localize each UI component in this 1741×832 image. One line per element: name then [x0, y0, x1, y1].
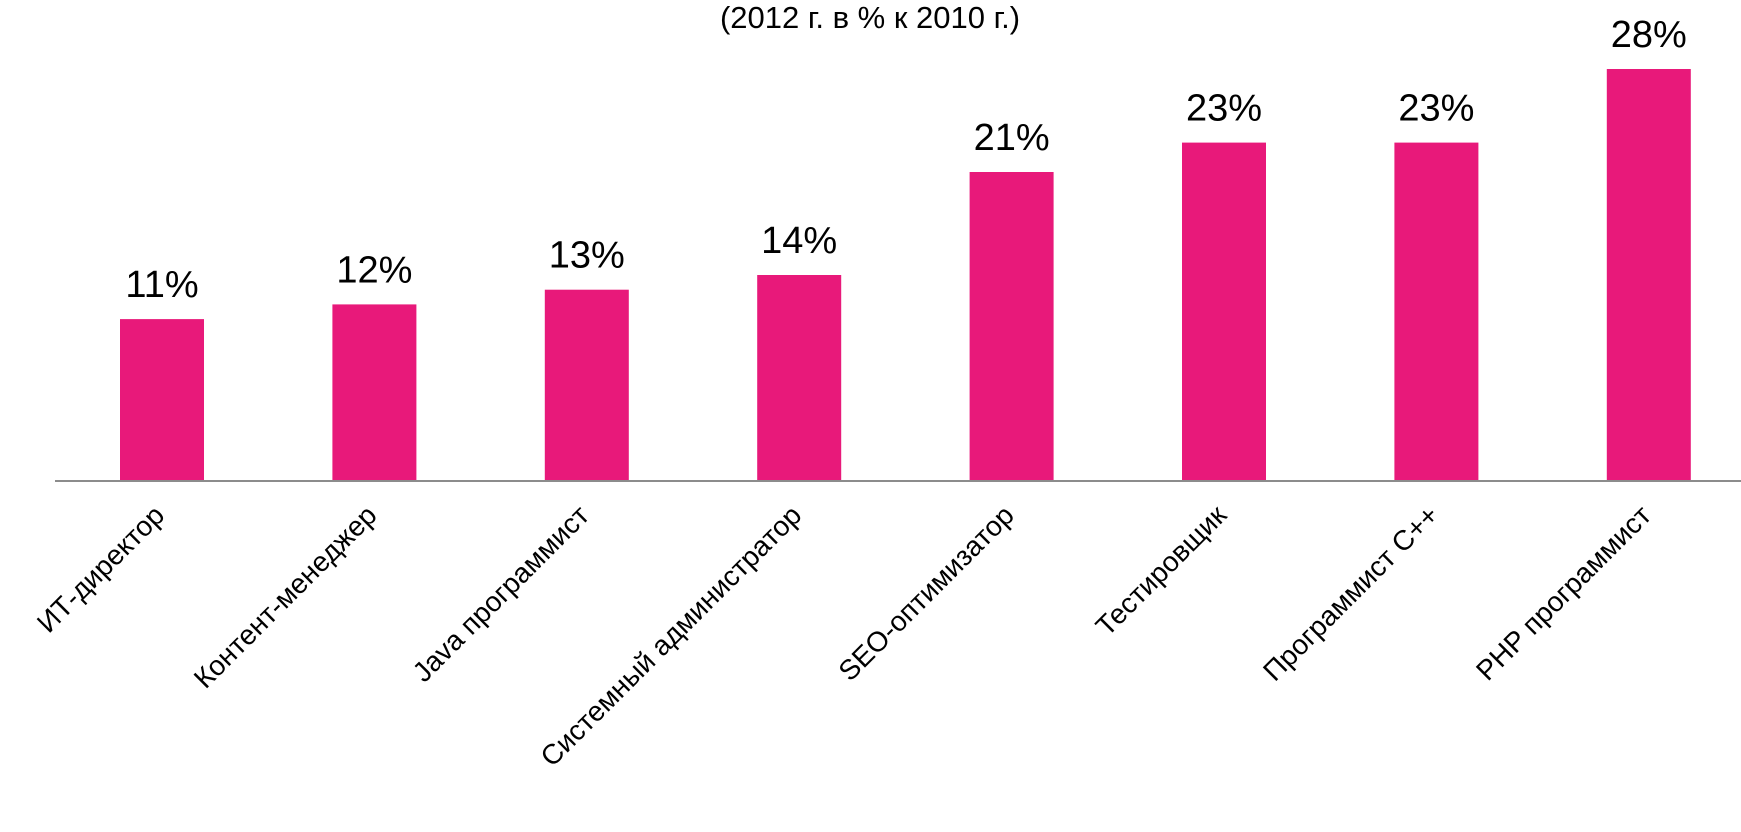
value-label-8: 28%: [1611, 14, 1687, 56]
bar-3: [544, 289, 629, 481]
bar-1: [120, 319, 204, 481]
bar-2: [332, 304, 417, 481]
category-label-7: Программист С++: [1257, 499, 1445, 687]
bar-7: [1394, 142, 1479, 481]
value-label-3: 13%: [549, 235, 625, 277]
category-label-2: Контент-менеджер: [188, 499, 383, 694]
value-label-7: 23%: [1398, 88, 1474, 130]
category-labels-group: ИТ-директор Контент-менеджер Java программ…: [31, 499, 1657, 773]
value-label-6: 23%: [1186, 88, 1262, 130]
value-labels-group: 11% 12% 13% 14% 21% 23% 23% 28%: [125, 14, 1686, 306]
value-label-2: 12%: [336, 249, 412, 291]
bar-6: [1182, 142, 1266, 481]
bar-4: [757, 275, 842, 481]
value-label-1: 11%: [125, 264, 198, 306]
value-label-4: 14%: [761, 220, 837, 262]
bar-5: [969, 172, 1054, 481]
category-label-3: Java программист: [407, 499, 596, 688]
category-label-1: ИТ-директор: [31, 499, 170, 638]
category-label-8: PHP программист: [1470, 499, 1657, 686]
category-label-6: Тестировщик: [1090, 499, 1233, 642]
category-label-5: SEO-оптимизатор: [832, 499, 1019, 686]
chart-subtitle: (2012 г. в % к 2010 г.): [720, 0, 1020, 35]
value-label-5: 21%: [974, 117, 1050, 159]
bars-group: [120, 69, 1691, 481]
bar-8: [1606, 69, 1691, 481]
